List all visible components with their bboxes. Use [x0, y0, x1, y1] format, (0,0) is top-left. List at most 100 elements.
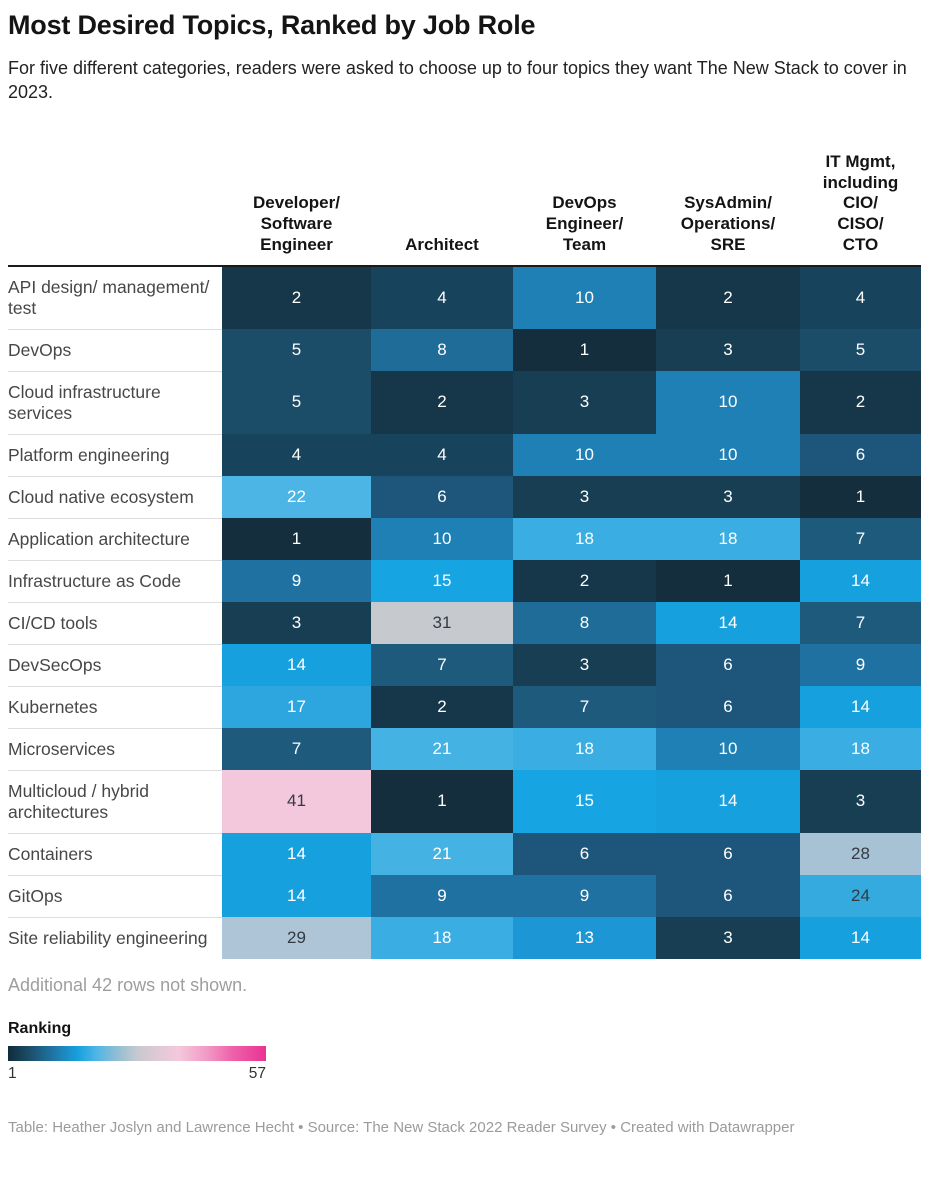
column-header-label: IT Mgmt, including CIO/ CISO/ CTO [822, 151, 899, 254]
row-label: Cloud native ecosystem [8, 475, 222, 518]
row-label: Multicloud / hybrid architectures [8, 769, 222, 833]
heatmap-cell: 6 [656, 874, 800, 917]
heatmap-cell: 5 [222, 328, 371, 371]
heatmap-cell: 10 [513, 266, 656, 329]
column-header-label: Architect [405, 234, 479, 254]
heatmap-cell: 28 [800, 832, 921, 875]
heatmap-cell: 18 [800, 727, 921, 770]
attribution-footer: Table: Heather Joslyn and Lawrence Hecht… [8, 1118, 795, 1136]
heatmap-cell: 7 [513, 685, 656, 728]
heatmap-cell: 6 [513, 832, 656, 875]
heatmap-cell: 6 [656, 643, 800, 686]
row-label: DevSecOps [8, 643, 222, 686]
heatmap-cell: 14 [222, 643, 371, 686]
row-label: Microservices [8, 727, 222, 770]
row-label: Site reliability engineering [8, 916, 222, 959]
heatmap-cell: 7 [371, 643, 513, 686]
legend-title: Ranking [8, 1019, 72, 1037]
heatmap-cell: 5 [222, 370, 371, 434]
heatmap-cell: 10 [656, 370, 800, 434]
color-legend: Ranking 1 57 [8, 1020, 921, 1083]
heatmap-cell: 41 [222, 769, 371, 833]
heatmap-cell: 31 [371, 601, 513, 644]
heatmap-cell: 2 [513, 559, 656, 602]
heatmap-cell: 8 [371, 328, 513, 371]
legend-max-label: 57 [248, 1064, 266, 1082]
row-label: Platform engineering [8, 433, 222, 476]
heatmap-cell: 7 [800, 517, 921, 560]
row-label: GitOps [8, 874, 222, 917]
heatmap-cell: 14 [800, 685, 921, 728]
heatmap-cell: 7 [222, 727, 371, 770]
heatmap-cell: 6 [656, 832, 800, 875]
column-header-architect: Architect [371, 235, 513, 265]
heatmap-cell: 8 [513, 601, 656, 644]
column-header-devops: DevOps Engineer/ Team [513, 193, 656, 264]
column-header-label: SysAdmin/ Operations/ SRE [680, 193, 776, 254]
heatmap-cell: 4 [371, 433, 513, 476]
heatmap-cell: 21 [371, 832, 513, 875]
heatmap-cell: 3 [513, 475, 656, 518]
heatmap-cell: 6 [800, 433, 921, 476]
heatmap-cell: 15 [371, 559, 513, 602]
heatmap-cell: 10 [513, 433, 656, 476]
heatmap-cell: 2 [656, 266, 800, 329]
heatmap-cell: 24 [800, 874, 921, 917]
row-label: Kubernetes [8, 685, 222, 728]
column-header-label: Developer/ Software Engineer [253, 193, 340, 254]
heatmap-cell: 14 [656, 769, 800, 833]
row-label: Application architecture [8, 517, 222, 560]
heatmap-cell: 10 [656, 727, 800, 770]
heatmap-cell: 4 [800, 266, 921, 329]
heatmap-cell: 10 [371, 517, 513, 560]
row-label: API design/ management/ test [8, 266, 222, 329]
row-label: Cloud infrastructure services [8, 370, 222, 434]
row-label: Containers [8, 832, 222, 875]
heatmap-cell: 9 [513, 874, 656, 917]
heatmap-cell: 9 [800, 643, 921, 686]
rows-not-shown-note: Additional 42 rows not shown. [8, 974, 248, 995]
heatmap-cell: 14 [800, 559, 921, 602]
heatmap-cell: 14 [222, 874, 371, 917]
heatmap-cell: 14 [800, 916, 921, 959]
heatmap-cell: 3 [222, 601, 371, 644]
heatmap-cell: 1 [656, 559, 800, 602]
heatmap-cell: 17 [222, 685, 371, 728]
heatmap-cell: 3 [656, 916, 800, 959]
heatmap-cell: 4 [222, 433, 371, 476]
heatmap-cell: 1 [513, 328, 656, 371]
column-header-developer: Developer/ Software Engineer [222, 193, 371, 264]
legend-min-label: 1 [8, 1064, 17, 1082]
heatmap-cell: 9 [222, 559, 371, 602]
heatmap-cell: 1 [371, 769, 513, 833]
corner-cell [8, 256, 222, 265]
heatmap-cell: 10 [656, 433, 800, 476]
heatmap-cell: 6 [371, 475, 513, 518]
row-label: DevOps [8, 328, 222, 371]
column-header-sysadmin: SysAdmin/ Operations/ SRE [656, 193, 800, 264]
heatmap-cell: 3 [656, 475, 800, 518]
heatmap-cell: 7 [800, 601, 921, 644]
column-header-itmgmt: IT Mgmt, including CIO/ CISO/ CTO [800, 152, 921, 265]
heatmap-cell: 3 [656, 328, 800, 371]
heatmap-cell: 9 [371, 874, 513, 917]
column-header-label: DevOps Engineer/ Team [545, 193, 624, 254]
heatmap-cell: 22 [222, 475, 371, 518]
heatmap-cell: 5 [800, 328, 921, 371]
heatmap-cell: 6 [656, 685, 800, 728]
heatmap-cell: 29 [222, 916, 371, 959]
heatmap-cell: 3 [513, 643, 656, 686]
heatmap-cell: 14 [656, 601, 800, 644]
heatmap-body: API design/ management/ test 2 4 10 2 4 DevOps… [8, 264, 921, 959]
chart-title: Most Desired Topics, Ranked by Job Role [8, 10, 536, 40]
heatmap-cell: 18 [513, 517, 656, 560]
heatmap-cell: 14 [222, 832, 371, 875]
heatmap-cell: 4 [371, 266, 513, 329]
heatmap-cell: 3 [800, 769, 921, 833]
row-label: CI/CD tools [8, 601, 222, 644]
heatmap-cell: 1 [800, 475, 921, 518]
heatmap-cell: 18 [371, 916, 513, 959]
heatmap-cell: 2 [222, 266, 371, 329]
heatmap-cell: 15 [513, 769, 656, 833]
legend-gradient-bar [8, 1045, 266, 1061]
